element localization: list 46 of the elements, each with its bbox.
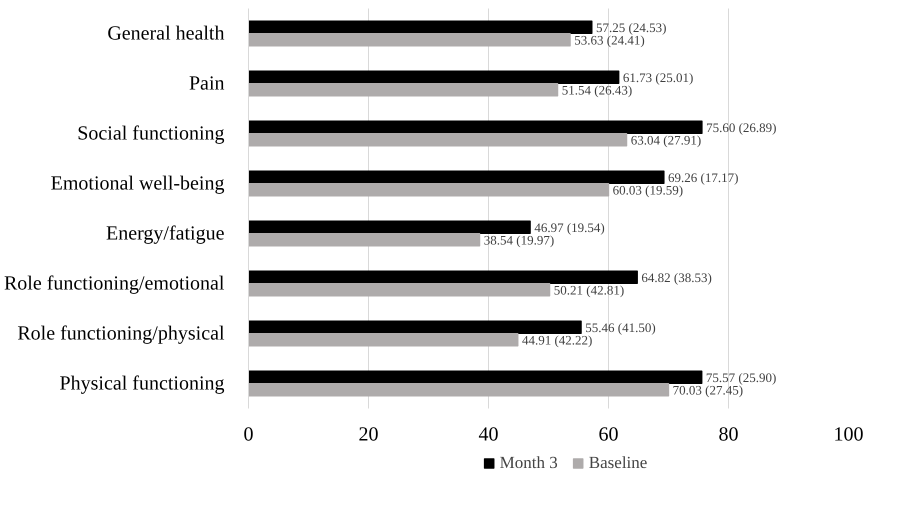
bar [248,320,582,334]
x-tick-label: 80 [718,424,738,446]
data-label: 46.97 (19.54) [534,220,605,235]
y-tick-label: Role functioning/physical [17,322,225,344]
y-tick-label: Role functioning/emotional [4,272,225,294]
bar [248,233,480,246]
x-tick-label: 40 [478,424,498,446]
data-label: 51.54 (26.43) [562,82,632,98]
data-label: 44.91 (42.22) [522,332,592,348]
y-tick-label: Pain [188,72,225,94]
bar [248,133,628,146]
legend-label: Month 3 [500,453,558,473]
data-label: 75.57 (25.90) [706,370,776,385]
data-label: 38.54 (19.97) [484,232,554,248]
bar [248,33,571,46]
y-tick-label: Physical functioning [60,372,225,394]
y-tick-label: Social functioning [77,122,225,144]
data-label: 69.26 (17.17) [668,170,738,185]
legend-label: Baseline [588,453,648,473]
x-tick-label: 60 [598,424,618,446]
bar [248,183,610,196]
bar [248,170,665,184]
data-label: 64.82 (38.53) [641,270,712,285]
bar [248,83,558,96]
data-label: 57.25 (24.53) [596,20,666,35]
data-label: 55.46 (41.50) [585,320,656,335]
bar [248,20,592,34]
bar [248,220,531,234]
x-tick-label: 20 [358,424,378,446]
bar [248,383,670,396]
data-label: 50.21 (42.81) [554,282,624,298]
data-label: 63.04 (27.91) [630,132,702,148]
bar [248,333,518,346]
y-tick-label: General health [107,22,225,44]
bar [248,120,703,134]
x-tick-label: 0 [244,424,254,446]
bar [248,70,620,84]
bar [248,370,702,384]
bar [248,270,638,284]
y-tick-label: Emotional well-being [50,172,225,194]
y-tick-label: Energy/fatigue [106,222,225,244]
data-label: 60.03 (19.59) [612,182,684,198]
x-tick-label: 100 [834,424,864,446]
bar [248,283,550,296]
data-label: 75.60 (26.89) [706,120,777,135]
data-label: 61.73 (25.01) [622,70,694,85]
